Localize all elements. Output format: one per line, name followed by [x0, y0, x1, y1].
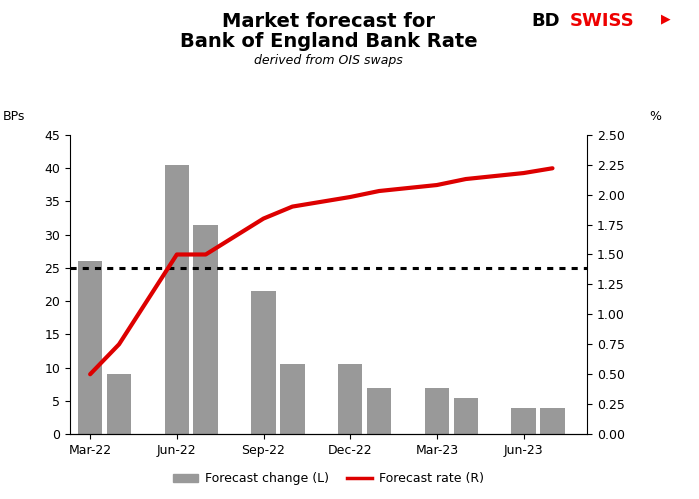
Text: Market forecast for: Market forecast for	[222, 12, 435, 31]
Bar	[194, 225, 218, 434]
Bar	[78, 261, 103, 434]
Text: Bank of England Bank Rate: Bank of England Bank Rate	[180, 32, 477, 51]
Text: derived from OIS swaps: derived from OIS swaps	[254, 54, 403, 67]
Bar	[511, 408, 536, 434]
Bar	[367, 388, 391, 434]
Bar	[454, 398, 478, 434]
Bar	[280, 364, 305, 434]
Bar	[164, 165, 189, 434]
Bar	[338, 364, 363, 434]
Text: ▶: ▶	[661, 12, 670, 25]
Text: BPs: BPs	[3, 110, 25, 123]
Text: %: %	[649, 110, 661, 123]
Bar	[251, 291, 276, 434]
Legend: Forecast change (L), Forecast rate (R): Forecast change (L), Forecast rate (R)	[168, 467, 489, 490]
Text: BD: BD	[531, 12, 560, 30]
Bar	[540, 408, 565, 434]
Text: SWISS: SWISS	[570, 12, 635, 30]
Bar	[424, 388, 449, 434]
Bar	[107, 374, 131, 434]
